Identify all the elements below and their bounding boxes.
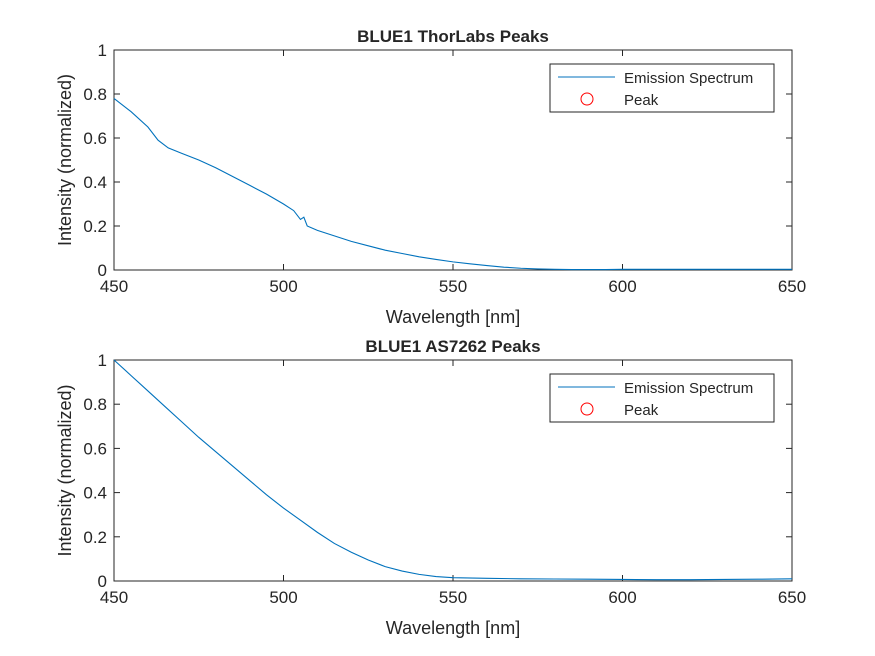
chart-title: BLUE1 ThorLabs Peaks <box>357 27 549 46</box>
y-tick-label: 0.2 <box>83 528 107 547</box>
y-axis-label: Intensity (normalized) <box>55 384 75 556</box>
x-tick-label: 500 <box>269 588 297 607</box>
x-tick-label: 450 <box>100 588 128 607</box>
legend-circle-swatch <box>580 92 594 106</box>
x-tick-label: 600 <box>608 277 636 296</box>
x-tick-label: 600 <box>608 588 636 607</box>
y-tick-label: 1 <box>98 351 107 370</box>
x-axis-label: Wavelength [nm] <box>386 307 520 327</box>
y-tick-label: 1 <box>98 41 107 60</box>
y-tick-label: 0.4 <box>83 173 107 192</box>
x-tick-label: 500 <box>269 277 297 296</box>
y-tick-label: 0 <box>98 572 107 591</box>
y-tick-label: 0 <box>98 261 107 280</box>
legend-box <box>549 63 775 113</box>
series-line-emission-spectrum <box>113 359 793 581</box>
x-tick-label: 450 <box>100 277 128 296</box>
legend-entry-label: Peak <box>624 402 659 419</box>
y-tick-label: 0.4 <box>83 484 107 503</box>
legend-entry-label: Peak <box>624 92 659 109</box>
x-tick-label: 650 <box>778 277 806 296</box>
x-tick-label: 550 <box>439 588 467 607</box>
legend-circle-swatch <box>580 402 594 416</box>
y-tick-label: 0.6 <box>83 439 107 458</box>
x-axis-label: Wavelength [nm] <box>386 618 520 638</box>
y-tick-label: 0.6 <box>83 129 107 148</box>
y-tick-label: 0.8 <box>83 395 107 414</box>
x-tick-label: 550 <box>439 277 467 296</box>
chart-title: BLUE1 AS7262 Peaks <box>365 337 540 356</box>
y-axis-label: Intensity (normalized) <box>55 74 75 246</box>
x-tick-label: 650 <box>778 588 806 607</box>
y-tick-label: 0.8 <box>83 85 107 104</box>
legend: Emission Spectrum Peak <box>549 63 775 113</box>
chart-panel-2: 450 500 550 600 650 0 0.2 0.4 0.6 0.8 1 BLUE1 AS726… <box>55 337 806 638</box>
legend-box <box>549 373 775 423</box>
y-tick-label: 0.2 <box>83 217 107 236</box>
chart-panel-1: 450 500 550 600 650 0 0.2 0.4 0.6 0.8 1 BLUE1 ThorL… <box>55 27 806 327</box>
series-line-emission-spectrum <box>113 97 792 271</box>
legend: Emission Spectrum Peak <box>549 373 775 423</box>
legend-entry-label: Emission Spectrum <box>624 380 753 397</box>
legend-entry-label: Emission Spectrum <box>624 70 753 87</box>
